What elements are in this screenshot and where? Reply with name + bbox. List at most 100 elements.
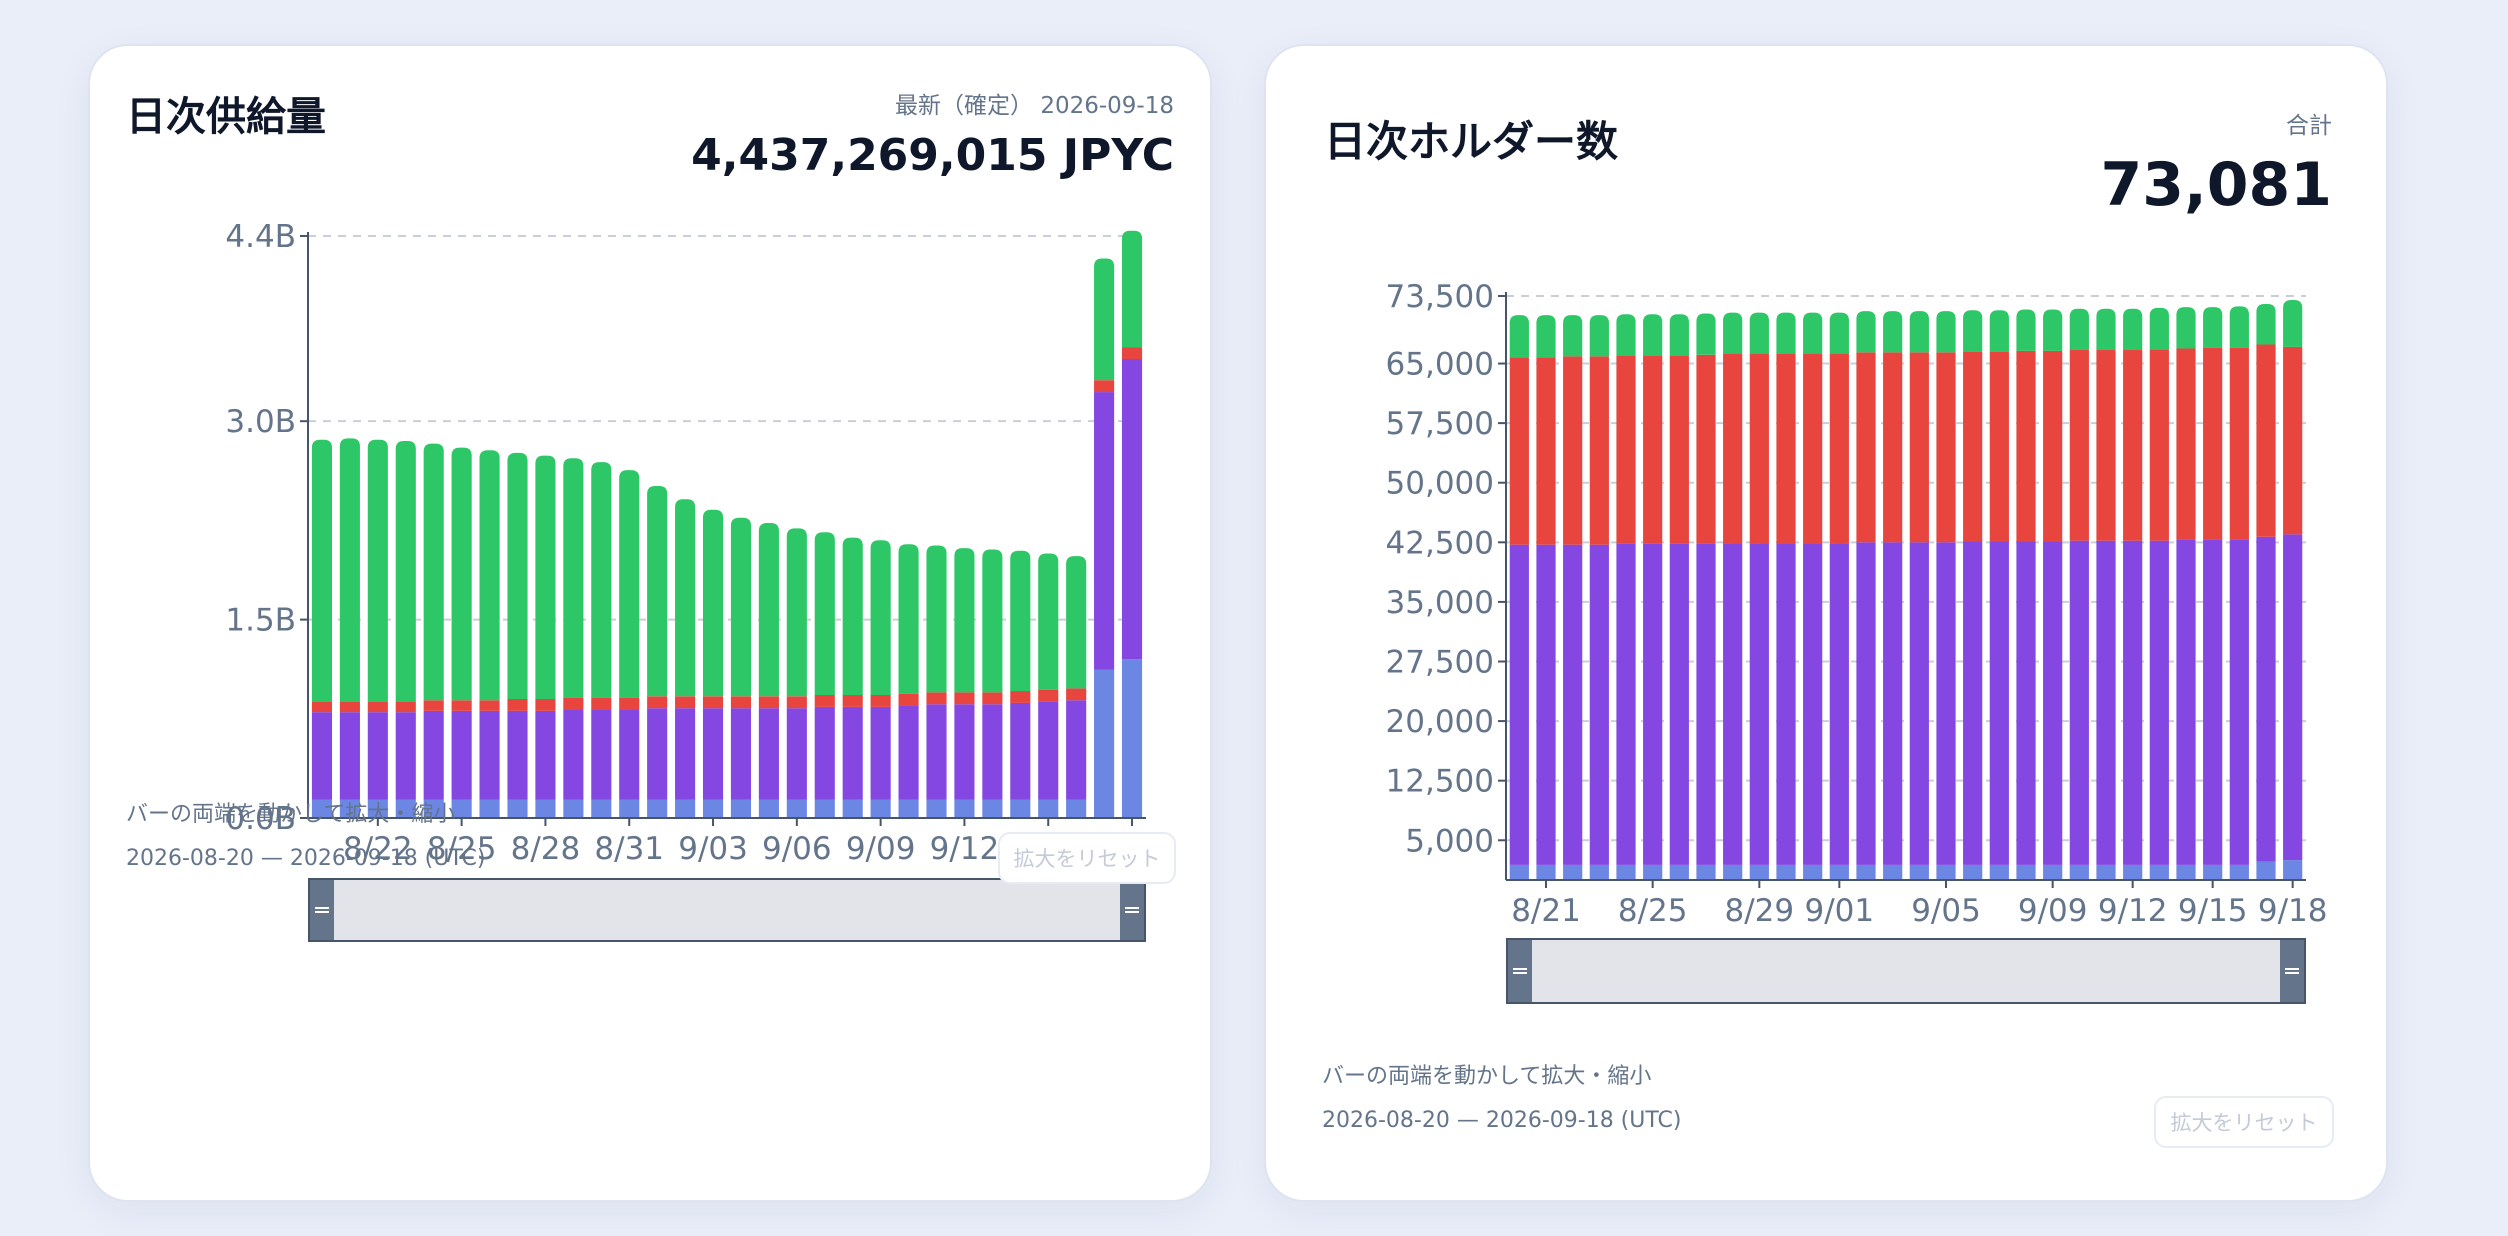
bar-segment — [535, 455, 556, 699]
bar-segment — [2176, 348, 2196, 540]
bar-segment — [1936, 542, 1956, 865]
bar-segment — [702, 509, 724, 697]
bar-segment — [1963, 864, 1983, 880]
bar-segment — [982, 692, 1003, 705]
bar-segment — [451, 799, 472, 818]
holders-chart: 5,000 12,500 20,000 27,500 35,000 42,500 50,00… — [1386, 279, 2328, 929]
bar-segment — [1509, 544, 1529, 865]
bar-segment — [730, 696, 752, 709]
holders-reset-zoom-button[interactable]: 拡大をリセット — [2154, 1096, 2334, 1148]
bar-segment — [479, 450, 500, 701]
bar-segment — [1066, 688, 1087, 701]
bar-segment — [2203, 347, 2223, 540]
bar-segment — [1883, 542, 1903, 865]
supply-card: 日次供給量 最新（確定） 2026-09-18 4,437,269,015 JP… — [88, 44, 1212, 1202]
bar-segment — [479, 799, 500, 818]
holders-card: 日次ホルダー数 合計 73,081 5,000 12,500 20,000 27,50… — [1264, 44, 2388, 1202]
bar-segment — [2229, 306, 2249, 348]
bar-segment — [1669, 864, 1689, 880]
bar-segment — [1856, 311, 1876, 353]
bar-segment — [870, 694, 891, 707]
bar-segment — [2283, 299, 2303, 347]
bar-segment — [675, 708, 696, 800]
supply-reset-zoom-button[interactable]: 拡大をリセット — [998, 832, 1176, 884]
bar-segment — [2149, 349, 2169, 541]
bar-segment — [395, 441, 416, 702]
bar-segment — [1696, 864, 1716, 880]
bar-segment — [2176, 539, 2196, 865]
bar-segment — [1669, 543, 1689, 865]
bar-segment — [1883, 864, 1903, 880]
holders-slider-right-handle[interactable] — [2280, 940, 2304, 1002]
bar-segment — [1066, 556, 1087, 689]
bar-segment — [1749, 543, 1769, 865]
bar-segment — [842, 537, 863, 695]
bar-segment — [563, 697, 584, 710]
bar-segment — [1829, 864, 1849, 880]
bar-segment — [786, 696, 807, 709]
bar-segment — [730, 799, 752, 818]
bar-segment — [1643, 314, 1663, 356]
bar-segment — [1963, 351, 1983, 542]
supply-chart: 0.0B 1.5B 3.0B 4.4B 8/22 8/25 8/28 8/31 9/03 9/06… — [225, 219, 1166, 867]
bar-segment — [898, 693, 919, 706]
x-tick-label: 9/09 — [846, 831, 916, 867]
bar-segment — [563, 799, 584, 818]
x-tick-label: 9/09 — [2018, 893, 2088, 929]
bar-segment — [702, 696, 724, 709]
supply-big-value: 4,437,269,015 JPYC — [691, 130, 1174, 181]
x-tick-label: 9/12 — [930, 831, 1000, 867]
bar-segment — [1909, 542, 1929, 865]
x-tick-label: 9/06 — [762, 831, 832, 867]
bar-segment — [1094, 392, 1115, 670]
holders-range-slider[interactable] — [1506, 938, 2306, 1004]
grip-icon — [2285, 968, 2299, 974]
bar-segment — [730, 708, 752, 800]
bar-segment — [1749, 864, 1769, 880]
bar-segment — [647, 799, 668, 818]
bar-segment — [1563, 864, 1583, 880]
bar-segment — [1696, 313, 1716, 355]
x-tick-label: 9/12 — [2098, 893, 2168, 929]
bar-segment — [1066, 799, 1087, 818]
bar-segment — [2256, 303, 2276, 345]
bar-segment — [1616, 314, 1636, 356]
bar-segment — [1803, 543, 1823, 865]
supply-slider-left-handle[interactable] — [310, 880, 334, 940]
bar-segment — [647, 485, 668, 697]
bar-segment — [1010, 799, 1031, 818]
bar-segment — [1589, 356, 1609, 545]
bar-segment — [1696, 354, 1716, 544]
bar-segment — [702, 799, 724, 818]
y-tick-label: 73,500 — [1386, 279, 1494, 315]
y-tick-label: 1.5B — [225, 603, 296, 639]
bar-segment — [2283, 534, 2303, 861]
bar-segment — [1536, 315, 1556, 358]
bar-segment — [1803, 864, 1823, 880]
x-tick-label: 8/31 — [594, 831, 664, 867]
bar-segment — [1856, 864, 1876, 880]
bar-segment — [591, 462, 612, 698]
supply-slider-right-handle[interactable] — [1120, 880, 1144, 940]
bar-segment — [1803, 354, 1823, 544]
bar-segment — [1010, 550, 1031, 692]
bar-segment — [675, 696, 696, 709]
holders-slider-left-handle[interactable] — [1508, 940, 1532, 1002]
bar-segment — [954, 799, 975, 818]
bar-segment — [1536, 864, 1556, 880]
bar-segment — [423, 443, 444, 701]
supply-range-slider[interactable] — [308, 878, 1146, 942]
bar-segment — [311, 799, 333, 818]
bar-segment — [1749, 354, 1769, 544]
bar-segment — [1936, 864, 1956, 880]
y-tick-label: 57,500 — [1386, 406, 1494, 442]
bar-segment — [1696, 543, 1716, 865]
bar-segment — [451, 700, 472, 711]
bar-segment — [1669, 314, 1689, 356]
bar-segment — [1038, 689, 1059, 702]
bar-segment — [898, 544, 919, 694]
bar-segment — [479, 700, 500, 711]
bar-segment — [1643, 864, 1663, 880]
bar-segment — [1909, 864, 1929, 880]
bar-segment — [2069, 350, 2089, 541]
